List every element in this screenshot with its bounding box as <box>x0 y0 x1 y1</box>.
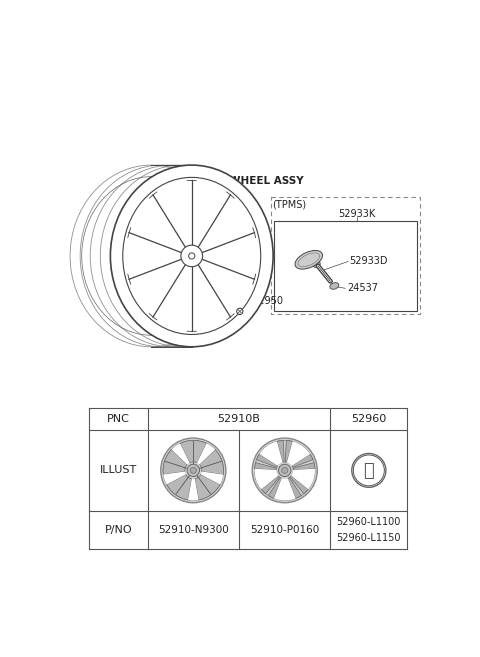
Wedge shape <box>195 474 220 500</box>
Ellipse shape <box>313 261 320 267</box>
Text: 52933K: 52933K <box>338 209 375 219</box>
Wedge shape <box>163 449 187 474</box>
Ellipse shape <box>352 453 386 487</box>
Text: 52910B: 52910B <box>217 414 261 424</box>
Wedge shape <box>180 440 206 463</box>
Wedge shape <box>291 469 315 489</box>
Text: ILLUST: ILLUST <box>100 465 137 476</box>
Text: 52960: 52960 <box>351 414 386 424</box>
Text: (TPMS): (TPMS) <box>272 200 306 210</box>
Ellipse shape <box>189 253 195 259</box>
Text: 52950: 52950 <box>252 296 283 306</box>
Wedge shape <box>199 449 224 474</box>
Wedge shape <box>268 478 282 499</box>
Text: ℍ: ℍ <box>363 462 374 480</box>
Ellipse shape <box>110 165 273 347</box>
Wedge shape <box>197 443 215 464</box>
Wedge shape <box>285 440 293 463</box>
Wedge shape <box>288 478 301 499</box>
Wedge shape <box>254 469 278 489</box>
Wedge shape <box>261 476 279 493</box>
Text: 52960-L1100
52960-L1150: 52960-L1100 52960-L1150 <box>336 517 401 543</box>
Ellipse shape <box>161 438 226 503</box>
Ellipse shape <box>282 467 288 474</box>
Text: PNC: PNC <box>107 414 130 424</box>
Wedge shape <box>293 463 315 470</box>
Bar <box>271 196 420 313</box>
Wedge shape <box>287 442 310 466</box>
Wedge shape <box>188 479 199 501</box>
Text: 52910-P0160: 52910-P0160 <box>250 525 319 535</box>
Bar <box>274 221 417 311</box>
Text: P/NO: P/NO <box>105 525 132 535</box>
Wedge shape <box>292 454 313 467</box>
Wedge shape <box>167 474 192 500</box>
Wedge shape <box>274 478 296 501</box>
Wedge shape <box>277 440 284 463</box>
Wedge shape <box>201 472 223 484</box>
Ellipse shape <box>187 464 200 476</box>
Ellipse shape <box>252 438 317 503</box>
Wedge shape <box>259 442 283 466</box>
Circle shape <box>237 308 243 315</box>
Ellipse shape <box>190 467 196 474</box>
Ellipse shape <box>330 283 339 289</box>
Ellipse shape <box>181 245 203 267</box>
Wedge shape <box>290 476 308 493</box>
Ellipse shape <box>123 177 261 334</box>
Wedge shape <box>256 454 277 467</box>
Wedge shape <box>254 463 276 470</box>
Ellipse shape <box>278 464 291 476</box>
Ellipse shape <box>295 250 323 269</box>
Wedge shape <box>171 443 190 464</box>
Text: 24537: 24537 <box>347 283 378 293</box>
Text: 52933D: 52933D <box>349 256 388 267</box>
Wedge shape <box>163 472 186 484</box>
Text: 52910-N9300: 52910-N9300 <box>158 525 228 535</box>
Text: WHEEL ASSY: WHEEL ASSY <box>229 176 303 186</box>
